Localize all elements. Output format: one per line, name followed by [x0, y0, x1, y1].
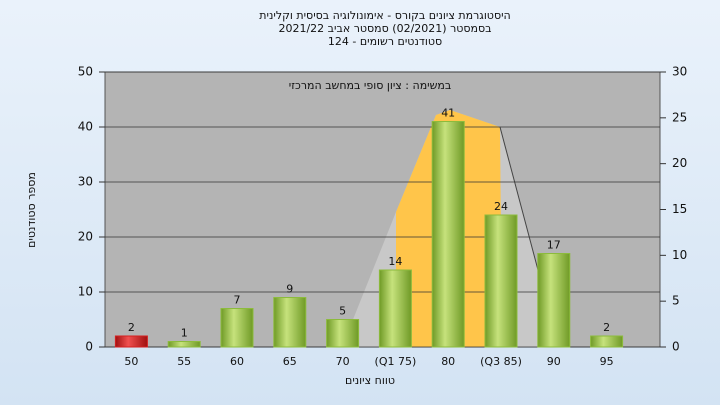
- x-tick-label: 55: [177, 355, 191, 368]
- y2-tick-label: 10: [672, 248, 687, 262]
- y-tick-label: 40: [78, 120, 93, 134]
- x-axis-label: טווח ציונים: [345, 374, 395, 387]
- value-label: 1: [181, 327, 188, 340]
- value-label: 24: [494, 200, 508, 213]
- x-tick-label: 70: [336, 355, 350, 368]
- shape-edge: [499, 126, 539, 271]
- title-line: בסמסטר (02/2021) סמסטר אביב 2021/22: [278, 22, 491, 35]
- value-label: 9: [286, 283, 293, 296]
- y2-tick-label: 20: [672, 156, 687, 170]
- x-tick-label: 95: [600, 355, 614, 368]
- y-tick-label: 0: [85, 340, 93, 354]
- value-label: 41: [441, 107, 455, 120]
- title-line: היסטוגרמת ציונים בקורס - אימונולוגיה בסי…: [259, 9, 510, 22]
- value-label: 7: [234, 294, 241, 307]
- bar: [431, 121, 465, 348]
- y-tick-label: 30: [78, 175, 93, 189]
- bar: [378, 269, 412, 348]
- bar: [484, 214, 518, 348]
- y-tick-label: 20: [78, 230, 93, 244]
- y2-tick-label: 15: [672, 202, 687, 216]
- annotation: במשימה : ציון סופי במחשב המרכזי: [289, 79, 452, 92]
- bar: [167, 341, 201, 348]
- y2-tick-label: 5: [672, 294, 680, 308]
- x-tick-label: (Q1 75): [375, 355, 417, 368]
- y2-tick-label: 0: [672, 340, 680, 354]
- y-tick-label: 50: [78, 65, 93, 79]
- bar: [590, 335, 624, 348]
- y2-tick-label: 25: [672, 110, 687, 124]
- value-label: 2: [128, 321, 135, 334]
- bar: [114, 335, 148, 348]
- value-label: 14: [388, 255, 402, 268]
- x-tick-label: 80: [441, 355, 455, 368]
- x-tick-label: 90: [547, 355, 561, 368]
- value-label: 2: [603, 321, 610, 334]
- value-label: 17: [547, 239, 561, 252]
- y-tick-label: 10: [78, 285, 93, 299]
- bar: [273, 297, 307, 348]
- x-tick-label: 65: [283, 355, 297, 368]
- y2-tick-label: 30: [672, 65, 687, 79]
- bar: [326, 319, 360, 348]
- bar: [220, 308, 254, 348]
- x-tick-label: 60: [230, 355, 244, 368]
- bar: [537, 253, 571, 348]
- x-tick-label: (Q3 85): [480, 355, 522, 368]
- title-line: סטודנטים רשומים - 124: [328, 35, 442, 48]
- y-axis-label: מספר סטודנטים: [25, 172, 38, 248]
- x-tick-label: 50: [124, 355, 138, 368]
- value-label: 5: [339, 305, 346, 318]
